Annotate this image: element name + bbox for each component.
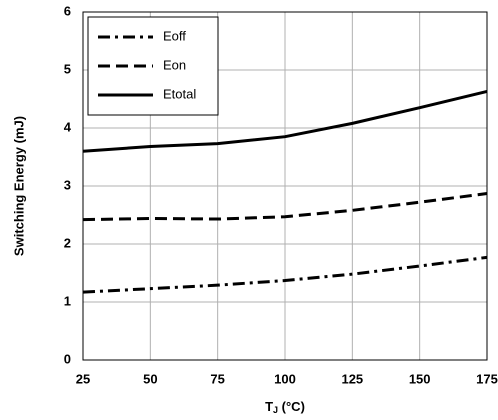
series-line <box>82 90 488 153</box>
series-line <box>82 255 488 294</box>
y-tick-label: 5 <box>64 61 71 76</box>
x-axis-label: TJ (°C) <box>265 399 305 415</box>
x-tick-label: 175 <box>476 371 498 386</box>
y-axis-label: Switching Energy (mJ) <box>11 116 26 256</box>
y-tick-label: 4 <box>64 119 72 134</box>
y-tick-label: 2 <box>64 235 71 250</box>
y-tick-label: 1 <box>64 293 71 308</box>
x-tick-label: 100 <box>274 371 296 386</box>
y-tick-label: 6 <box>64 3 71 18</box>
y-tick-label: 0 <box>64 351 71 366</box>
legend-label: Eoff <box>163 28 186 43</box>
series-line <box>82 192 488 222</box>
x-tick-label: 75 <box>210 371 224 386</box>
x-tick-label: 150 <box>409 371 431 386</box>
x-axis-label-rest: (°C) <box>278 399 305 414</box>
x-tick-label: 25 <box>76 371 90 386</box>
x-tick-label: 125 <box>341 371 363 386</box>
x-axis-label-sub: J <box>273 405 278 415</box>
x-tick-label: 50 <box>143 371 157 386</box>
legend-label: Eon <box>163 57 186 72</box>
x-axis-label-main: T <box>265 399 273 414</box>
plot-frame <box>82 11 488 361</box>
legend-label: Etotal <box>163 86 196 101</box>
y-tick-label: 3 <box>64 177 71 192</box>
